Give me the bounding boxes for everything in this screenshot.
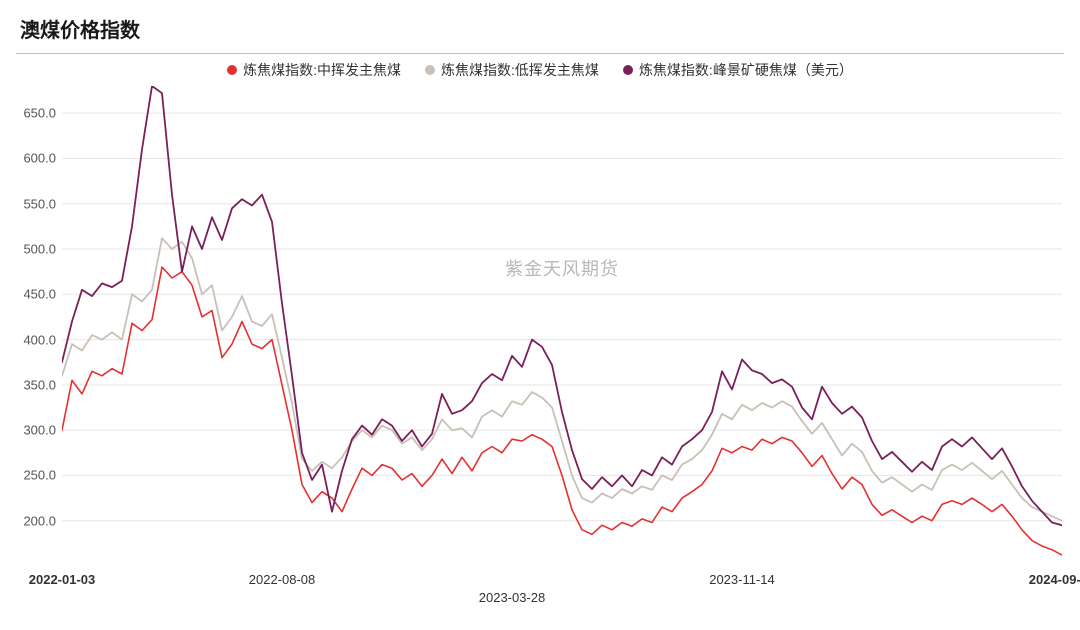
x-tick-label: 2024-09-19 [1029,566,1080,587]
title-rule [16,53,1064,54]
y-tick-label: 300.0 [23,423,62,438]
legend-label: 炼焦煤指数:峰景矿硬焦煤（美元） [639,60,853,80]
legend-item: 炼焦煤指数:中挥发主焦煤 [227,60,401,80]
legend-swatch [623,65,633,75]
plot-svg [62,86,1062,566]
x-tick-label: 2022-01-03 [29,566,96,587]
series-peak-view [62,86,1062,525]
y-tick-label: 450.0 [23,287,62,302]
y-tick-label: 600.0 [23,151,62,166]
y-tick-label: 650.0 [23,106,62,121]
y-tick-label: 500.0 [23,242,62,257]
y-tick-label: 350.0 [23,377,62,392]
legend-item: 炼焦煤指数:低挥发主焦煤 [425,60,599,80]
x-tick-label: 2023-03-28 [479,566,546,605]
x-tick-label: 2022-08-08 [249,566,316,587]
legend-label: 炼焦煤指数:中挥发主焦煤 [243,60,401,80]
y-tick-label: 200.0 [23,513,62,528]
legend-swatch [425,65,435,75]
chart-title: 澳煤价格指数 [16,10,1064,53]
plot-area: 紫金天风期货 200.0250.0300.0350.0400.0450.0500… [62,86,1062,566]
y-tick-label: 400.0 [23,332,62,347]
y-tick-label: 250.0 [23,468,62,483]
chart-container: 澳煤价格指数 炼焦煤指数:中挥发主焦煤 炼焦煤指数:低挥发主焦煤 炼焦煤指数:峰景矿… [0,0,1080,630]
series-low-vol [62,238,1062,521]
legend-label: 炼焦煤指数:低挥发主焦煤 [441,60,599,80]
legend: 炼焦煤指数:中挥发主焦煤 炼焦煤指数:低挥发主焦煤 炼焦煤指数:峰景矿硬焦煤（美元） [16,60,1064,80]
legend-swatch [227,65,237,75]
legend-item: 炼焦煤指数:峰景矿硬焦煤（美元） [623,60,853,80]
y-tick-label: 550.0 [23,196,62,211]
x-tick-label: 2023-11-14 [709,566,775,587]
